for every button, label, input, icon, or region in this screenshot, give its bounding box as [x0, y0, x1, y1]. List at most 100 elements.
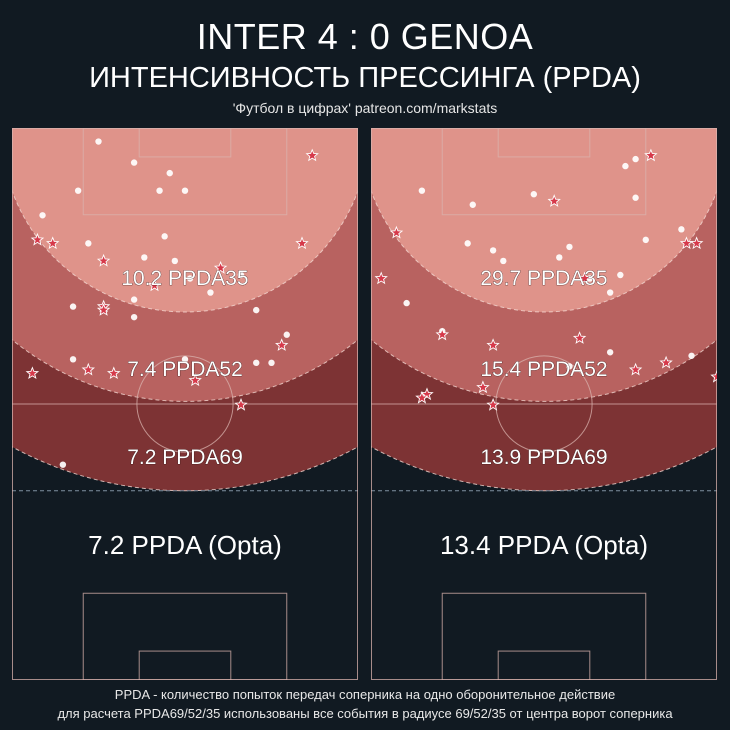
- defensive-action-star: [107, 366, 121, 379]
- defensive-action-star: [81, 362, 95, 376]
- pass-point: [74, 187, 82, 194]
- footnote-line-2: для расчета PPDA69/52/35 использованы вс…: [57, 706, 673, 721]
- credit-line: 'Футбол в цифрах' patreon.com/markstats: [232, 100, 498, 116]
- goal-area-bottom: [138, 650, 232, 680]
- pass-point: [59, 461, 67, 468]
- pass-point: [622, 162, 629, 170]
- goal-area-top: [138, 128, 232, 158]
- defensive-action-star: [572, 331, 587, 344]
- footnote-line-1: PPDA - количество попыток передач соперн…: [114, 687, 616, 702]
- defensive-action-star: [547, 194, 561, 207]
- defensive-action-star: [374, 271, 388, 285]
- pass-point: [530, 191, 538, 198]
- pass-point: [171, 257, 179, 265]
- pass-point: [617, 271, 624, 279]
- zone-ppda35: [12, 128, 358, 312]
- pass-point: [69, 303, 77, 310]
- opta-ppda-label: 13.4 PPDA (Opta): [440, 530, 648, 560]
- pass-point: [69, 356, 77, 363]
- zone-label-ppda35: 10.2 PPDA35: [121, 267, 248, 290]
- pass-point: [253, 359, 260, 367]
- pass-point: [181, 187, 189, 194]
- defensive-action-star: [435, 327, 449, 341]
- zone-label-ppda52: 15.4 PPDA52: [480, 358, 607, 381]
- pitch-inter: 10.2 PPDA35 7.4 PPDA52 7.2 PPDA69 7.2 PPDA …: [12, 128, 358, 680]
- zone-boundary-52: [371, 338, 717, 402]
- pass-point: [253, 306, 260, 314]
- defensive-action-star: [234, 397, 248, 411]
- zone-label-ppda69: 13.9 PPDA69: [480, 446, 607, 469]
- defensive-action-star: [389, 225, 404, 239]
- pass-point: [166, 169, 173, 177]
- goal-area-bottom: [497, 650, 591, 680]
- pass-point: [688, 352, 695, 359]
- defensive-action-star: [30, 232, 45, 246]
- zone-boundary-52: [12, 338, 358, 402]
- defensive-action-star: [578, 271, 592, 285]
- zone-label-ppda35: 29.7 PPDA35: [480, 267, 607, 290]
- defensive-action-star: [486, 398, 500, 411]
- defensive-action-star: [628, 362, 643, 376]
- pass-point: [95, 138, 102, 145]
- defensive-action-star: [644, 148, 658, 162]
- pass-point: [566, 243, 573, 251]
- pass-point: [130, 159, 138, 166]
- defensive-action-star: [679, 236, 694, 250]
- defensive-action-star: [295, 236, 309, 250]
- penalty-area-bottom: [441, 592, 647, 680]
- defensive-action-star: [96, 253, 111, 267]
- pass-point: [606, 289, 614, 296]
- defensive-action-star: [147, 278, 162, 292]
- pass-point: [403, 299, 410, 307]
- penalty-area-top: [441, 128, 647, 216]
- zone-label-ppda52: 7.4 PPDA52: [127, 358, 243, 381]
- pass-point: [186, 275, 194, 282]
- defensive-action-star: [486, 338, 500, 351]
- zone-label-ppda69: 7.2 PPDA69: [127, 446, 243, 469]
- pass-point: [678, 226, 685, 233]
- pass-point: [632, 155, 639, 163]
- pass-point: [606, 349, 614, 356]
- pass-point: [632, 194, 639, 201]
- chart-title: INTER 4 : 0 GENOA: [196, 16, 534, 57]
- pass-point: [207, 289, 214, 296]
- defensive-action-star: [275, 338, 289, 351]
- pass-point: [283, 331, 290, 338]
- pass-point: [566, 363, 573, 370]
- pass-point: [39, 212, 46, 219]
- defensive-action-star: [415, 390, 429, 404]
- pass-point: [237, 271, 245, 279]
- chart-subtitle: ИНТЕНСИВНОСТЬ ПРЕССИНГА (PPDA): [89, 62, 641, 94]
- pass-point: [500, 257, 507, 265]
- pass-point: [418, 187, 426, 194]
- zone-ppda35: [371, 128, 717, 312]
- pass-point: [556, 254, 563, 261]
- defensive-action-star: [710, 369, 717, 383]
- defensive-action-star: [476, 380, 490, 394]
- pass-point: [130, 296, 138, 303]
- pass-point: [141, 254, 148, 261]
- zone-boundary-69: [371, 446, 717, 492]
- centre-circle: [136, 355, 234, 453]
- defensive-action-star: [96, 303, 111, 316]
- penalty-area-bottom: [82, 592, 288, 680]
- pass-point: [161, 233, 168, 240]
- pass-point: [489, 247, 497, 254]
- pass-point: [469, 201, 476, 208]
- defensive-action-star: [188, 373, 202, 387]
- opta-ppda-label: 7.2 PPDA (Opta): [88, 530, 282, 560]
- defensive-action-star: [213, 261, 228, 274]
- defensive-action-star: [25, 366, 40, 379]
- pass-point: [181, 356, 189, 363]
- zone-boundary-35: [12, 189, 358, 313]
- defensive-action-star: [659, 355, 673, 369]
- zone-boundary-69: [12, 446, 358, 492]
- pass-point: [156, 187, 163, 194]
- defensive-action-star: [305, 148, 319, 162]
- pass-point: [85, 240, 92, 247]
- defensive-action-star: [46, 236, 60, 250]
- pass-point: [464, 240, 471, 247]
- penalty-area-top: [82, 128, 288, 216]
- pass-point: [642, 236, 649, 244]
- pass-point: [130, 313, 138, 321]
